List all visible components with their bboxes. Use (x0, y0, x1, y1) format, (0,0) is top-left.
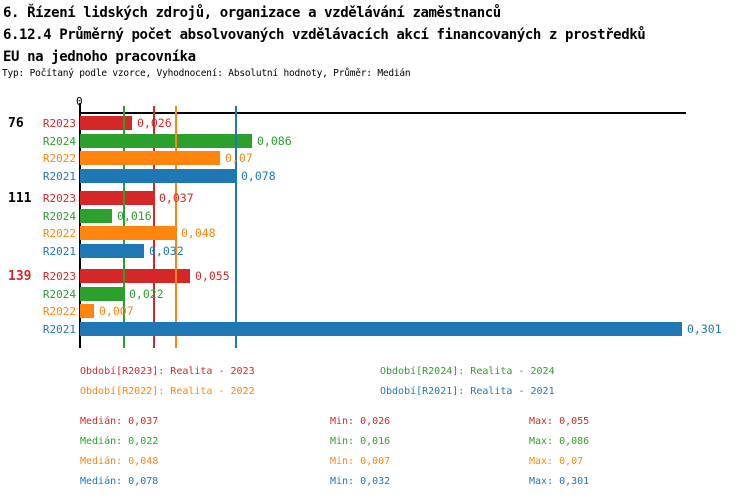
bar (80, 116, 132, 130)
median-line (235, 106, 237, 348)
bar-value-label: 0,055 (195, 269, 230, 283)
bar-row-label: R2024 (42, 288, 76, 301)
legend-item: Období[R2024]: Realita - 2024 (380, 366, 555, 377)
bar (80, 209, 112, 223)
stat-min: Min: 0,026 (330, 416, 391, 427)
bar-row-label: R2021 (42, 245, 76, 258)
stat-median: Medián: 0,022 (80, 436, 159, 447)
bar (80, 269, 190, 283)
bar-row-label: R2022 (42, 305, 76, 318)
bar (80, 169, 236, 183)
bar-value-label: 0,037 (159, 191, 194, 205)
bar (80, 191, 154, 205)
bar-value-label: 0,048 (181, 226, 216, 240)
bar-value-label: 0,032 (149, 244, 184, 258)
bar (80, 151, 220, 165)
category-axis-line (80, 112, 686, 114)
bar (80, 244, 144, 258)
stat-max: Max: 0,086 (529, 436, 590, 447)
stat-median: Medián: 0,037 (80, 416, 159, 427)
stat-min: Min: 0,007 (330, 456, 391, 467)
indicator-meta: Typ: Počítaný podle vzorce, Vyhodnocení:… (2, 68, 411, 79)
bar-value-label: 0,078 (241, 169, 276, 183)
legend-item: Období[R2022]: Realita - 2022 (80, 386, 255, 397)
bar-row-label: R2023 (42, 117, 76, 130)
stat-max: Max: 0,07 (529, 456, 584, 467)
group-label: 139 (8, 269, 32, 284)
stat-min: Min: 0,032 (330, 476, 391, 487)
median-line (175, 106, 177, 348)
bar-value-label: 0,086 (257, 134, 292, 148)
stat-max: Max: 0,301 (529, 476, 590, 487)
bar-value-label: 0,07 (225, 151, 253, 165)
bar (80, 322, 682, 336)
value-axis-line (79, 103, 81, 348)
bar (80, 226, 176, 240)
bar (80, 287, 124, 301)
bar (80, 304, 94, 318)
bar-row-label: R2024 (42, 210, 76, 223)
bar-value-label: 0,016 (117, 209, 152, 223)
bar-row-label: R2022 (42, 152, 76, 165)
bar-value-label: 0,301 (687, 322, 722, 336)
bar-row-label: R2021 (42, 323, 76, 336)
bar (80, 134, 252, 148)
bar-value-label: 0,026 (137, 116, 172, 130)
stat-min: Min: 0,016 (330, 436, 391, 447)
bar-row-label: R2022 (42, 227, 76, 240)
group-label: 111 (8, 191, 32, 206)
stat-median: Medián: 0,048 (80, 456, 159, 467)
group-label: 76 (8, 116, 24, 131)
report-title: 6. Řízení lidských zdrojů, organizace a … (3, 5, 501, 21)
legend-item: Období[R2021]: Realita - 2021 (380, 386, 555, 397)
bar-row-label: R2024 (42, 135, 76, 148)
value-axis-zero-label: 0 (76, 95, 83, 108)
bar-row-label: R2023 (42, 270, 76, 283)
bar-value-label: 0,022 (129, 287, 164, 301)
stat-median: Medián: 0,078 (80, 476, 159, 487)
bar-row-label: R2023 (42, 192, 76, 205)
indicator-title-line1: 6.12.4 Průměrný počet absolvovaných vzdě… (3, 27, 646, 43)
indicator-title-line2: EU na jednoho pracovníka (3, 49, 196, 65)
bar-row-label: R2021 (42, 170, 76, 183)
legend-item: Období[R2023]: Realita - 2023 (80, 366, 255, 377)
bar-value-label: 0,007 (99, 304, 134, 318)
stat-max: Max: 0,055 (529, 416, 590, 427)
